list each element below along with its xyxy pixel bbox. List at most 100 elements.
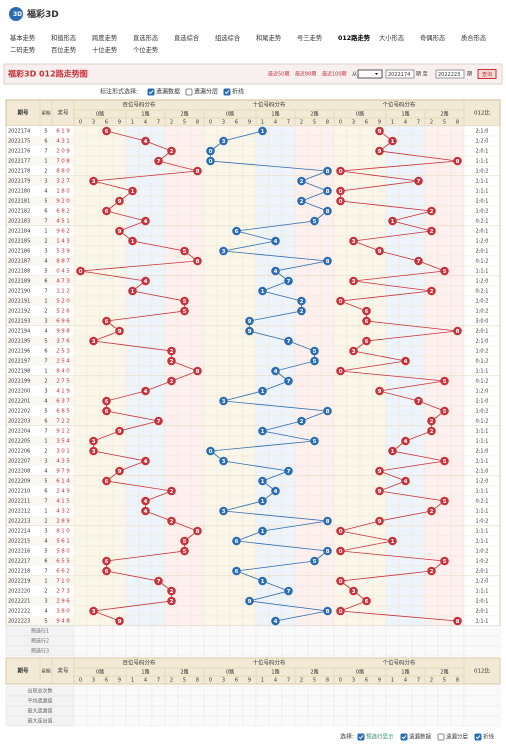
cell[interactable] (125, 685, 140, 697)
cell[interactable] (437, 635, 452, 647)
cell[interactable] (216, 695, 231, 707)
query-label[interactable]: 查询 (482, 71, 492, 78)
cell[interactable] (450, 645, 465, 657)
cell[interactable] (372, 705, 387, 717)
cell[interactable] (281, 635, 296, 647)
cell[interactable] (437, 645, 452, 657)
cell[interactable] (138, 685, 153, 697)
nav-link[interactable]: 跨度走势 (92, 33, 118, 42)
cell[interactable] (138, 625, 153, 637)
cell[interactable] (346, 635, 361, 647)
cell[interactable] (294, 645, 309, 657)
cell[interactable] (437, 695, 452, 707)
cell[interactable] (398, 635, 413, 647)
checkbox[interactable] (357, 733, 365, 741)
cell[interactable] (229, 645, 244, 657)
cell[interactable] (398, 715, 413, 727)
cell[interactable] (385, 685, 400, 697)
cell[interactable] (125, 715, 140, 727)
cell[interactable] (450, 695, 465, 707)
cell[interactable] (203, 635, 218, 647)
nav-link[interactable]: 二码走势 (10, 45, 36, 54)
cell[interactable] (99, 705, 114, 717)
cell[interactable] (73, 715, 88, 727)
cell[interactable] (268, 715, 283, 727)
cell[interactable] (86, 635, 101, 647)
cell[interactable] (164, 625, 179, 637)
cell[interactable] (177, 635, 192, 647)
cell[interactable] (99, 685, 114, 697)
cell[interactable] (216, 715, 231, 727)
query-button[interactable] (477, 69, 497, 79)
nav-link[interactable]: 质合形态 (461, 33, 487, 42)
cell[interactable] (164, 645, 179, 657)
nav-link[interactable]: 个位走势 (133, 45, 159, 54)
cell[interactable] (112, 715, 127, 727)
cell[interactable] (268, 645, 283, 657)
cell[interactable] (125, 695, 140, 707)
footer-option[interactable]: 遗漏分层 (446, 733, 469, 741)
checkbox[interactable] (474, 733, 482, 741)
cell[interactable] (99, 715, 114, 727)
cell[interactable] (73, 645, 88, 657)
nav-link[interactable]: 基本走势 (10, 33, 36, 42)
cell[interactable] (424, 685, 439, 697)
cell[interactable] (138, 705, 153, 717)
cell[interactable] (411, 705, 426, 717)
cell[interactable] (346, 625, 361, 637)
cell[interactable] (151, 715, 166, 727)
cell[interactable] (333, 705, 348, 717)
cell[interactable] (86, 685, 101, 697)
cell[interactable] (112, 705, 127, 717)
cell[interactable] (424, 635, 439, 647)
cell[interactable] (99, 635, 114, 647)
cell[interactable] (281, 625, 296, 637)
cell[interactable] (255, 695, 270, 707)
cell[interactable] (125, 625, 140, 637)
cell[interactable] (112, 635, 127, 647)
cell[interactable] (307, 685, 322, 697)
cell[interactable] (125, 635, 140, 647)
cell[interactable] (177, 715, 192, 727)
cell[interactable] (307, 625, 322, 637)
cell[interactable] (203, 715, 218, 727)
cell[interactable] (99, 645, 114, 657)
period-link[interactable]: 最近100期 (322, 71, 347, 78)
cell[interactable] (359, 685, 374, 697)
cell[interactable] (242, 635, 257, 647)
cell[interactable] (203, 625, 218, 637)
checkbox[interactable] (147, 88, 155, 96)
cell[interactable] (99, 695, 114, 707)
cell[interactable] (346, 715, 361, 727)
cell[interactable] (385, 645, 400, 657)
cell[interactable] (424, 705, 439, 717)
cell[interactable] (242, 705, 257, 717)
cell[interactable] (307, 705, 322, 717)
cell[interactable] (372, 685, 387, 697)
cell[interactable] (73, 705, 88, 717)
cell[interactable] (437, 625, 452, 637)
cell[interactable] (320, 705, 335, 717)
cell[interactable] (320, 635, 335, 647)
cell[interactable] (424, 645, 439, 657)
nav-link[interactable]: 十位走势 (92, 45, 118, 54)
cell[interactable] (190, 715, 205, 727)
to-input[interactable] (435, 69, 465, 79)
cell[interactable] (359, 635, 374, 647)
cell[interactable] (333, 715, 348, 727)
cell[interactable] (177, 705, 192, 717)
nav-link[interactable]: 大小形态 (379, 33, 405, 42)
cell[interactable] (320, 645, 335, 657)
cell[interactable] (450, 635, 465, 647)
cell[interactable] (320, 625, 335, 637)
cell[interactable] (112, 625, 127, 637)
cell[interactable] (398, 695, 413, 707)
cell[interactable] (86, 695, 101, 707)
cell[interactable] (385, 695, 400, 707)
cell[interactable] (86, 705, 101, 717)
cell[interactable] (385, 625, 400, 637)
cell[interactable] (190, 645, 205, 657)
cell[interactable] (411, 685, 426, 697)
cell[interactable] (242, 695, 257, 707)
cell[interactable] (73, 635, 88, 647)
